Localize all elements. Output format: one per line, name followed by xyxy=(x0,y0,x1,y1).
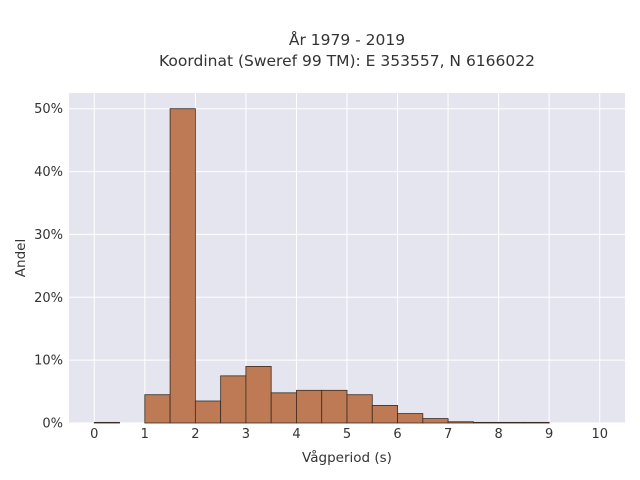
y-tick-label-1: 10% xyxy=(34,354,63,369)
y-tick-label-4: 40% xyxy=(34,165,63,180)
x-axis-ticks: 0 1 2 3 4 5 6 7 8 9 10 xyxy=(90,427,608,442)
histogram-bar-6 xyxy=(245,366,272,424)
y-tick-label-3: 30% xyxy=(34,228,63,243)
y-tick-label-5: 50% xyxy=(34,102,63,117)
y-axis-title: Andel xyxy=(13,239,29,277)
x-tick-label-2: 2 xyxy=(191,427,199,442)
histogram-bar-14 xyxy=(447,421,474,424)
histogram-bar-11 xyxy=(371,404,398,424)
histogram-bar-12 xyxy=(397,413,424,424)
histogram-bar-17 xyxy=(523,421,550,424)
chart-title-line-2: Koordinat (Sweref 99 TM): E 353557, N 61… xyxy=(159,52,535,70)
histogram-bar-5 xyxy=(220,375,247,424)
x-tick-label-3: 3 xyxy=(242,427,250,442)
histogram-bar-4 xyxy=(194,400,222,424)
histogram-bar-9 xyxy=(321,389,348,424)
histogram-bars xyxy=(93,108,550,424)
x-tick-label-8: 8 xyxy=(494,427,502,442)
histogram-bar-7 xyxy=(270,392,297,424)
x-tick-label-6: 6 xyxy=(393,427,401,442)
histogram-bar-15 xyxy=(472,421,500,424)
x-tick-label-1: 1 xyxy=(141,427,149,442)
y-tick-label-0: 0% xyxy=(42,417,63,432)
chart-title-line-1: År 1979 - 2019 xyxy=(289,30,405,49)
y-tick-label-2: 20% xyxy=(34,291,63,306)
histogram-bar-16 xyxy=(498,421,525,424)
x-axis-title: Vågperiod (s) xyxy=(302,449,392,466)
histogram-bar-0 xyxy=(93,421,120,424)
x-tick-label-0: 0 xyxy=(90,427,98,442)
histogram-bar-2 xyxy=(144,394,171,424)
y-axis-ticks: 0% 10% 20% 30% 40% 50% xyxy=(34,102,63,431)
x-tick-label-7: 7 xyxy=(444,427,452,442)
histogram-bar-3 xyxy=(169,108,196,424)
x-tick-label-10: 10 xyxy=(591,427,608,442)
histogram-bar-8 xyxy=(296,389,323,424)
x-tick-label-9: 9 xyxy=(545,427,553,442)
x-tick-label-5: 5 xyxy=(343,427,351,442)
histogram-bar-10 xyxy=(346,394,373,424)
x-tick-label-4: 4 xyxy=(292,427,300,442)
histogram-bar-13 xyxy=(422,418,449,424)
